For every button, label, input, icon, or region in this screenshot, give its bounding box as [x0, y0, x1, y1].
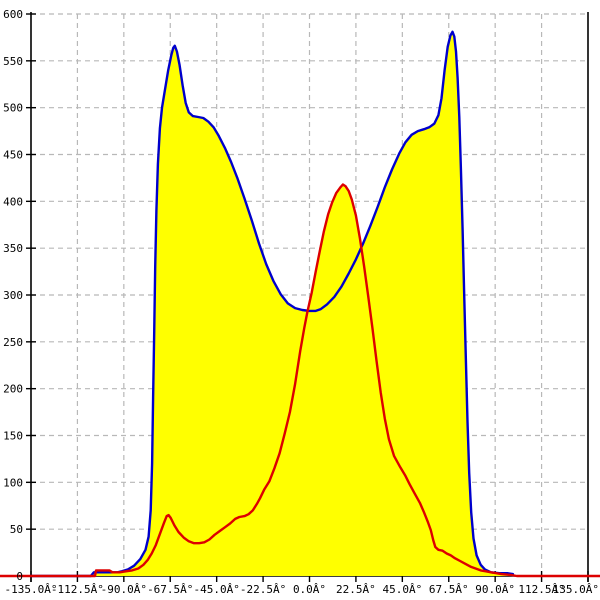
x-tick-labels: -135.0Â°-112.5Â°-90.0Â° -67.5Â° -45.0Â° -22…	[5, 583, 599, 596]
svg-text:300: 300	[3, 289, 23, 302]
svg-text:112.5Â°: 112.5Â°	[518, 583, 564, 596]
svg-text:-67.5Â°: -67.5Â°	[147, 583, 193, 596]
axis-ticks	[26, 13, 589, 582]
svg-text:-90.0Â°: -90.0Â°	[101, 583, 147, 596]
svg-text:350: 350	[3, 242, 23, 255]
svg-text:400: 400	[3, 195, 23, 208]
svg-text:150: 150	[3, 430, 23, 443]
y-tick-labels: 0 50 100 150 200 250 300 350 400 450 500 550 600	[3, 8, 23, 583]
svg-text:50: 50	[10, 523, 23, 536]
svg-text:500: 500	[3, 102, 23, 115]
svg-text:0.0Â°: 0.0Â°	[293, 583, 326, 596]
svg-text:-22.5Â°: -22.5Â°	[240, 583, 286, 596]
svg-text:100: 100	[3, 476, 23, 489]
svg-text:450: 450	[3, 149, 23, 162]
blue-distribution-curve	[29, 30, 515, 578]
svg-text:90.0Â°: 90.0Â°	[475, 583, 515, 596]
red-curve	[0, 183, 600, 578]
svg-text:250: 250	[3, 336, 23, 349]
svg-text:-45.0Â°: -45.0Â°	[193, 583, 239, 596]
svg-text:550: 550	[3, 55, 23, 68]
svg-text:-135.0Â°: -135.0Â°	[5, 583, 58, 596]
blue-curve-yellow-area	[31, 31, 513, 577]
svg-text:22.5Â°: 22.5Â°	[336, 583, 376, 596]
svg-text:0: 0	[16, 570, 23, 583]
svg-text:135.0Â°: 135.0Â°	[553, 583, 599, 596]
svg-text:200: 200	[3, 383, 23, 396]
svg-text:-112.5Â°: -112.5Â°	[51, 583, 104, 596]
svg-text:45.0Â°: 45.0Â°	[382, 583, 422, 596]
svg-text:67.5Â°: 67.5Â°	[429, 583, 469, 596]
svg-text:600: 600	[3, 8, 23, 21]
